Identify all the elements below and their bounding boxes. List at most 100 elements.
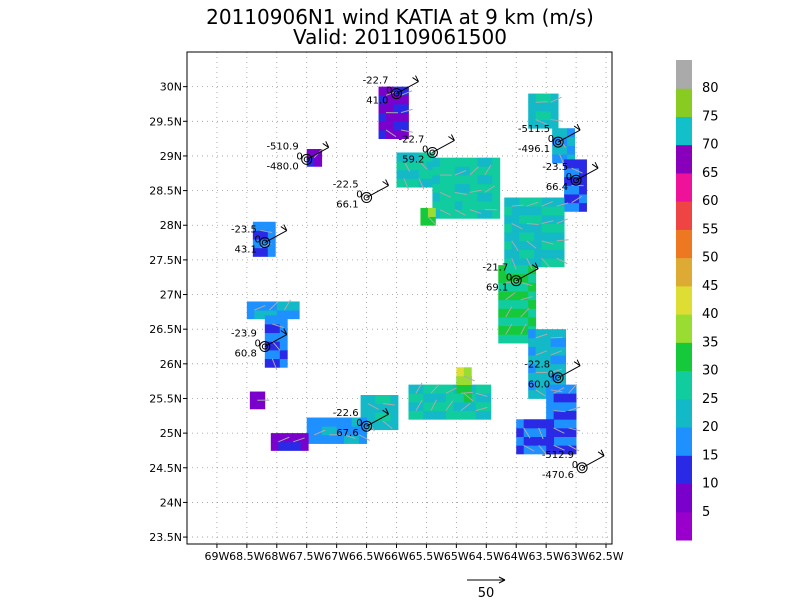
wind-cell	[543, 111, 551, 120]
wind-cell	[512, 215, 520, 224]
wind-cell	[265, 315, 273, 324]
y-tick-label: 28N	[160, 219, 182, 232]
wind-cell	[447, 201, 455, 210]
wind-cell	[268, 248, 276, 257]
wind-cell	[549, 206, 557, 215]
wind-cell	[462, 166, 470, 175]
colorbar-segment	[676, 60, 692, 89]
wind-cell	[516, 445, 524, 454]
wind-cell	[560, 128, 568, 137]
wind-cell	[551, 102, 559, 111]
colorbar-segment	[676, 116, 692, 145]
wind-cell	[506, 334, 514, 343]
wind-cell	[485, 210, 493, 219]
storm-annotation-text: 43.1	[235, 245, 257, 256]
wind-cell	[572, 185, 580, 194]
wind-cell	[438, 393, 446, 402]
wind-cell	[531, 437, 539, 446]
colorbar-segment	[676, 371, 692, 400]
wind-cell	[534, 249, 542, 258]
colorbar-label: 30	[702, 364, 719, 379]
wind-cell	[265, 359, 273, 368]
y-axis-ticks: 23.5N24N24.5N25N25.5N26N26.5N27N27.5N28N…	[149, 81, 187, 544]
wind-cell	[542, 232, 550, 241]
wind-cell	[516, 437, 524, 446]
wind-cell	[528, 390, 536, 399]
wind-cell	[569, 419, 577, 428]
wind-cell	[379, 121, 387, 130]
x-tick-label: 62.5W	[588, 550, 623, 563]
wind-cell	[504, 215, 512, 224]
wind-cell	[408, 411, 416, 420]
wind-cell	[558, 364, 566, 373]
wind-cell	[546, 428, 554, 437]
wind-cell	[268, 222, 276, 231]
wind-cell	[534, 232, 542, 241]
wind-cell	[549, 224, 557, 233]
wind-cell	[416, 411, 424, 420]
wind-cell	[470, 192, 478, 201]
wind-cell	[524, 445, 532, 454]
wind-cell	[401, 121, 409, 130]
colorbar-segment	[676, 427, 692, 456]
x-tick-label: 63W	[564, 550, 589, 563]
wind-cell	[247, 310, 255, 319]
wind-cell	[513, 300, 521, 309]
wind-cell	[527, 232, 535, 241]
storm-annotation-text: 59.2	[402, 154, 424, 165]
wind-cell	[271, 442, 279, 451]
wind-cell	[483, 411, 491, 420]
wind-cell	[498, 300, 506, 309]
storm-annotation-text: -23.9	[231, 329, 257, 340]
wind-cell	[456, 393, 464, 402]
wind-cell	[293, 442, 301, 451]
wind-cell	[260, 222, 268, 231]
wind-cell	[492, 166, 500, 175]
wind-cell	[368, 395, 376, 404]
wind-cell	[539, 428, 547, 437]
wind-cell	[504, 224, 512, 233]
wind-cell	[447, 192, 455, 201]
wind-cell	[292, 301, 300, 310]
colorbar-label: 5	[702, 505, 710, 520]
wind-cell	[579, 159, 587, 168]
wind-cell	[379, 130, 387, 139]
wind-cell	[527, 224, 535, 233]
wind-cell	[543, 347, 551, 356]
colorbar-segment	[676, 512, 692, 541]
wind-cell	[383, 395, 391, 404]
wind-cell	[397, 170, 405, 179]
storm-annotation-text: 41.0	[366, 96, 388, 107]
wind-cell	[534, 206, 542, 215]
wind-cell	[462, 175, 470, 184]
wind-cell	[567, 137, 575, 146]
y-tick-label: 24.5N	[149, 462, 182, 475]
wind-cell	[521, 317, 529, 326]
x-tick-label: 64W	[504, 550, 529, 563]
wind-cell	[528, 329, 536, 338]
storm-annotation-text: 66.4	[546, 182, 568, 193]
wind-cell	[543, 338, 551, 347]
wind-cell	[438, 402, 446, 411]
colorbar-label: 60	[702, 194, 719, 209]
wind-cell	[498, 326, 506, 335]
wind-cell	[265, 333, 273, 342]
wind-cell	[498, 308, 506, 317]
wind-cell	[528, 317, 536, 326]
storm-annotation-text: 66.1	[336, 200, 358, 211]
wind-cell	[521, 300, 529, 309]
wind-cell	[560, 146, 568, 155]
wind-cell	[539, 419, 547, 428]
wind-cell	[423, 402, 431, 411]
wind-cell	[322, 418, 330, 427]
wind-cell	[301, 442, 309, 451]
wind-cell	[477, 192, 485, 201]
wind-cell	[438, 385, 446, 394]
storm-annotation-text: 67.6	[336, 428, 358, 439]
wind-cell	[492, 184, 500, 193]
wind-cell	[432, 158, 440, 167]
wind-cell	[420, 208, 428, 217]
wind-cell	[391, 395, 399, 404]
y-tick-label: 29N	[160, 150, 182, 163]
